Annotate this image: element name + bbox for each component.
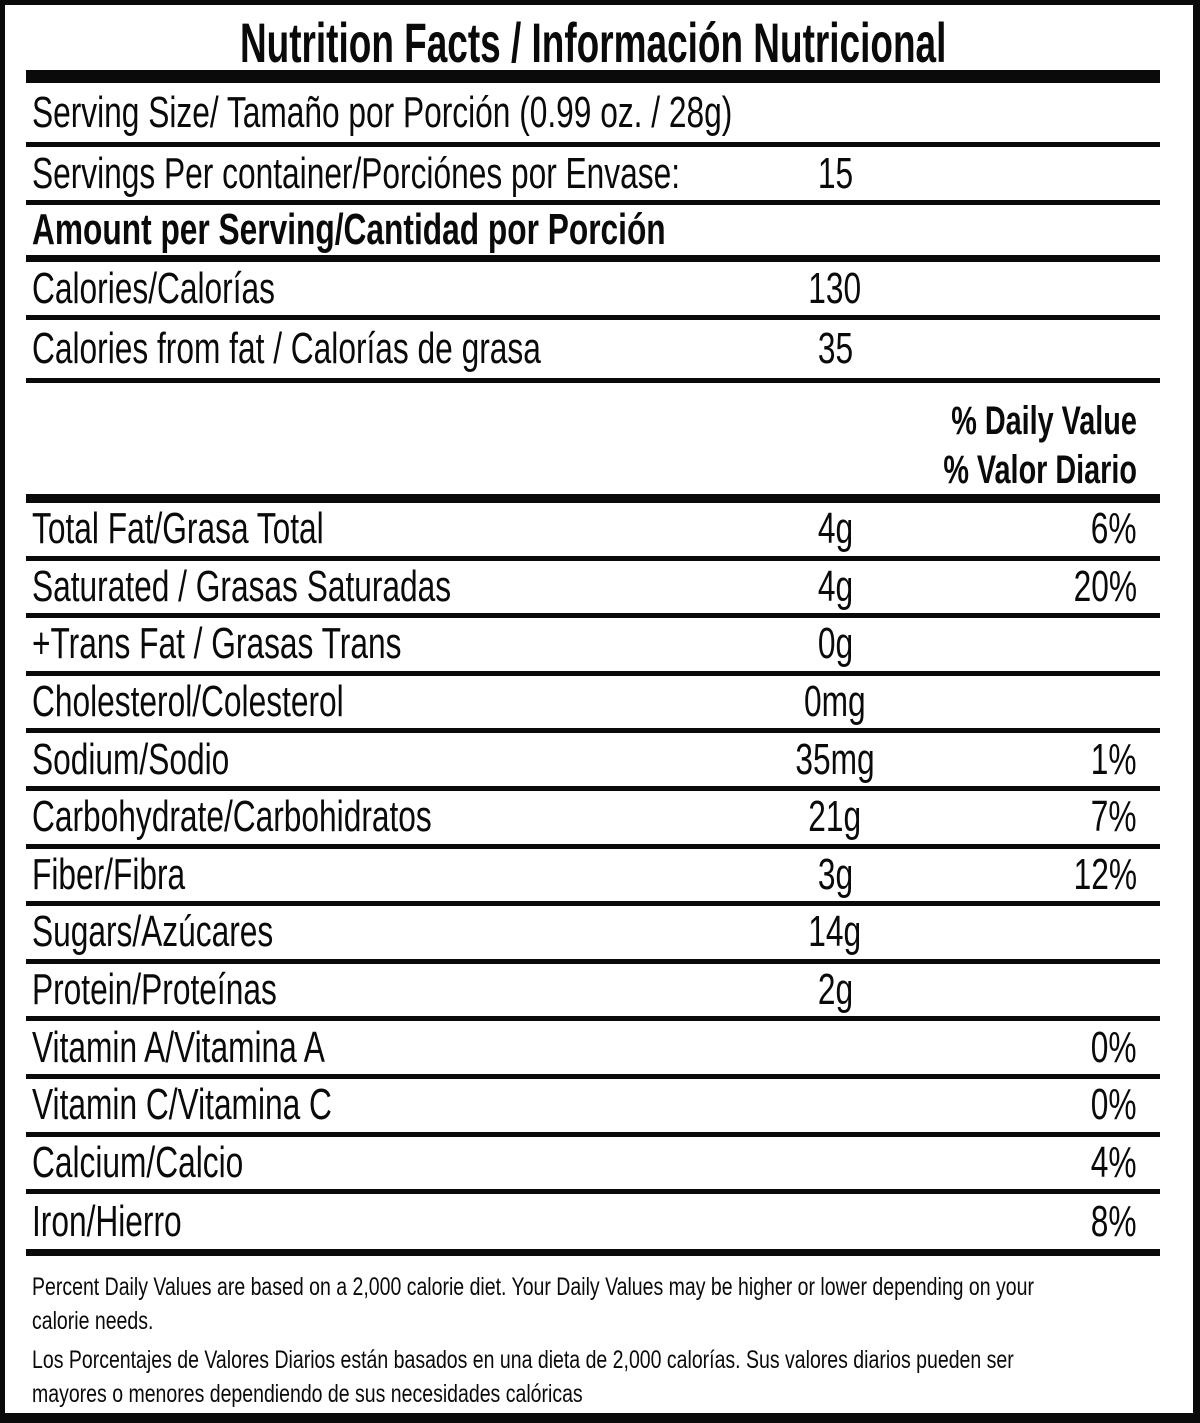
amount-per-serving-row: Amount per Serving/Cantidad por Porción bbox=[26, 205, 1160, 262]
amount-per-serving-heading: Amount per Serving/Cantidad por Porción bbox=[32, 205, 666, 254]
nutrient-amount: 4g bbox=[817, 504, 853, 554]
nutrient-amount: 14g bbox=[808, 907, 862, 957]
footnote-es-line-1: Los Porcentajes de Valores Diarios están… bbox=[32, 1346, 1014, 1375]
nutrient-label: Vitamin C/Vitamina C bbox=[32, 1080, 332, 1130]
nutrient-daily-value: 4% bbox=[1091, 1137, 1137, 1187]
nutrient-label: Protein/Proteínas bbox=[32, 965, 277, 1015]
nutrient-row-vitamin-c: Vitamin C/Vitamina C 0% bbox=[26, 1079, 1160, 1137]
nutrient-row-calcium: Calcium/Calcio 4% bbox=[26, 1137, 1160, 1195]
nutrient-label: Carbohydrate/Carbohidratos bbox=[32, 792, 432, 842]
nutrient-daily-value: 1% bbox=[1091, 734, 1137, 784]
servings-per-container-value: 15 bbox=[817, 148, 853, 198]
servings-per-container-label: Servings Per container/Porciónes por Env… bbox=[32, 148, 681, 198]
nutrient-row-vitamin-a: Vitamin A/Vitamina A 0% bbox=[26, 1021, 1160, 1079]
nutrient-amount: 2g bbox=[817, 965, 853, 1015]
serving-size-row: Serving Size/ Tamaño por Porción (0.99 o… bbox=[26, 83, 1160, 147]
calories-label: Calories/Calorías bbox=[32, 263, 275, 313]
nutrient-row-sodium: Sodium/Sodio 35mg 1% bbox=[26, 733, 1160, 791]
nutrient-row-trans-fat: +Trans Fat / Grasas Trans 0g bbox=[26, 618, 1160, 676]
nutrient-label: Sugars/Azúcares bbox=[32, 907, 274, 957]
label-content: Nutrition Facts / Información Nutriciona… bbox=[26, 5, 1160, 1411]
footnote-es-line-2: mayores o menores dependiendo de sus nec… bbox=[32, 1380, 583, 1409]
nutrient-amount: 0g bbox=[817, 619, 853, 669]
title-divider-bar bbox=[26, 70, 1160, 83]
nutrient-label: Fiber/Fibra bbox=[32, 849, 186, 899]
label-title: Nutrition Facts / Información Nutriciona… bbox=[239, 11, 947, 74]
nutrient-row-carbohydrate: Carbohydrate/Carbohidratos 21g 7% bbox=[26, 791, 1160, 849]
nutrient-row-sugars: Sugars/Azúcares 14g bbox=[26, 906, 1160, 964]
nutrient-amount: 21g bbox=[808, 792, 862, 842]
daily-value-header-en: % Daily Value bbox=[951, 399, 1137, 444]
footnote: Percent Daily Values are based on a 2,00… bbox=[26, 1256, 1160, 1411]
nutrient-label: Saturated / Grasas Saturadas bbox=[32, 561, 452, 611]
nutrient-label: Cholesterol/Colesterol bbox=[32, 677, 344, 727]
nutrient-daily-value: 20% bbox=[1073, 561, 1137, 611]
nutrient-daily-value: 7% bbox=[1091, 792, 1137, 842]
nutrient-daily-value: 12% bbox=[1073, 849, 1137, 899]
nutrient-row-iron: Iron/Hierro 8% bbox=[26, 1194, 1160, 1257]
title-row: Nutrition Facts / Información Nutriciona… bbox=[26, 5, 1160, 74]
nutrient-row-cholesterol: Cholesterol/Colesterol 0mg bbox=[26, 676, 1160, 734]
footnote-en-line-2: calorie needs. bbox=[32, 1307, 154, 1336]
nutrient-daily-value: 8% bbox=[1091, 1196, 1137, 1246]
servings-per-container-row: Servings Per container/Porciónes por Env… bbox=[26, 147, 1160, 205]
nutrient-label: Calcium/Calcio bbox=[32, 1137, 244, 1187]
nutrient-amount: 4g bbox=[817, 561, 853, 611]
footnote-spanish: Los Porcentajes de Valores Diarios están… bbox=[32, 1343, 1160, 1411]
nutrient-row-saturated-fat: Saturated / Grasas Saturadas 4g 20% bbox=[26, 561, 1160, 619]
calories-from-fat-label: Calories from fat / Calorías de grasa bbox=[32, 324, 541, 373]
footnote-english: Percent Daily Values are based on a 2,00… bbox=[32, 1270, 1160, 1338]
nutrient-label: Sodium/Sodio bbox=[32, 734, 230, 784]
footnote-en-line-1: Percent Daily Values are based on a 2,00… bbox=[32, 1273, 1034, 1302]
nutrient-label: Iron/Hierro bbox=[32, 1196, 182, 1246]
calories-row: Calories/Calorías 130 bbox=[26, 262, 1160, 320]
nutrient-row-protein: Protein/Proteínas 2g bbox=[26, 964, 1160, 1022]
calories-value: 130 bbox=[808, 263, 862, 313]
nutrient-label: Total Fat/Grasa Total bbox=[32, 504, 324, 554]
calories-from-fat-value: 35 bbox=[817, 324, 853, 373]
calories-from-fat-row: Calories from fat / Calorías de grasa 35 bbox=[26, 320, 1160, 383]
nutrient-daily-value: 0% bbox=[1091, 1080, 1137, 1130]
nutrient-row-fiber: Fiber/Fibra 3g 12% bbox=[26, 849, 1160, 907]
nutrient-amount: 0mg bbox=[804, 677, 866, 727]
nutrient-label: +Trans Fat / Grasas Trans bbox=[32, 619, 402, 669]
daily-value-header-es: % Valor Diario bbox=[943, 447, 1137, 492]
serving-size-text: Serving Size/ Tamaño por Porción (0.99 o… bbox=[32, 87, 733, 137]
nutrient-daily-value: 6% bbox=[1091, 504, 1137, 554]
nutrient-row-total-fat: Total Fat/Grasa Total 4g 6% bbox=[26, 503, 1160, 561]
nutrient-label: Vitamin A/Vitamina A bbox=[32, 1022, 325, 1072]
nutrient-daily-value: 0% bbox=[1091, 1022, 1137, 1072]
daily-value-header: % Daily Value % Valor Diario bbox=[26, 383, 1160, 503]
nutrient-amount: 35mg bbox=[795, 734, 875, 784]
nutrient-amount: 3g bbox=[817, 849, 853, 899]
